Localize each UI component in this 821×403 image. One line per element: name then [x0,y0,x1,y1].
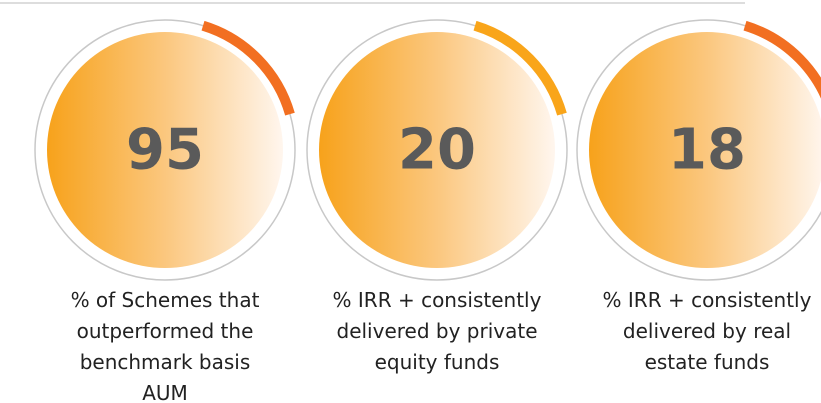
outer-ring [306,19,568,281]
outer-ring [576,19,821,281]
progress-arc [201,20,295,116]
stat-value: 95 [126,118,204,183]
stat-description: benchmark basis [80,350,251,374]
stat-description: % of Schemes that [71,288,260,312]
progress-arc [473,20,567,116]
stat-value: 20 [398,118,476,183]
stat-description: outperformed the [77,319,254,343]
stat-description: equity funds [375,350,500,374]
stat-description: % IRR + consistently [603,288,812,312]
stat-description: delivered by private [337,319,538,343]
gradient-disc [319,32,555,268]
stat-value: 18 [668,118,746,183]
stat-description: delivered by real [623,319,791,343]
gradient-disc [589,32,821,268]
stat-card: 18 % IRR + consistently delivered by real e… [576,19,821,374]
stat-card: 20 % IRR + consistently delivered by priva… [306,19,568,374]
stat-card: 95 % of Schemes that outperformed the bench… [34,19,296,403]
outer-ring [34,19,296,281]
stat-description: % IRR + consistently [333,288,542,312]
stat-description: estate funds [645,350,770,374]
progress-arc [743,20,821,99]
gradient-disc [47,32,283,268]
stat-description: AUM [142,381,188,403]
